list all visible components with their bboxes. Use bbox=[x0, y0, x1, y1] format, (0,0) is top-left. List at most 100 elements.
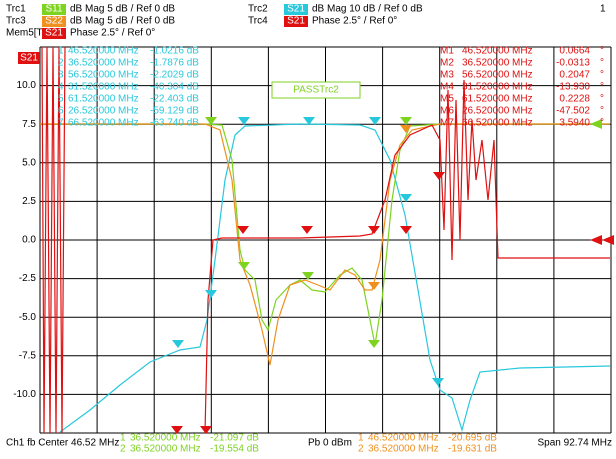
marker-readout: 5 bbox=[58, 94, 64, 105]
marker-readout: 56.520000 MHz bbox=[68, 70, 139, 81]
param-box bbox=[284, 4, 308, 15]
marker-readout: 61.520000 MHz bbox=[462, 94, 533, 105]
footer-left: Ch1 fb Center 46.52 MHz bbox=[6, 438, 119, 449]
marker-readout: 66.520000 MHz bbox=[462, 118, 533, 129]
y-tick-label: 0.0 bbox=[22, 235, 36, 246]
marker-readout: 0.0664 bbox=[559, 46, 590, 57]
footer-readout: -20.695 dB bbox=[448, 433, 497, 444]
marker-readout: 6 bbox=[58, 106, 64, 117]
marker-readout: M4 bbox=[440, 82, 454, 93]
trace-name: Mem5[Trc4] bbox=[6, 28, 59, 39]
marker-readout: ° bbox=[600, 58, 604, 69]
footer-readout: -21.097 dB bbox=[210, 433, 259, 444]
footer-readout: -19.554 dB bbox=[210, 444, 259, 455]
marker-readout: 3.5940 bbox=[559, 118, 590, 129]
marker-readout: M3 bbox=[440, 70, 454, 81]
param-box bbox=[284, 16, 308, 27]
trace-format: Phase 2.5° / Ref 0° bbox=[70, 28, 155, 39]
marker-readout: M7 bbox=[440, 118, 454, 129]
marker-readout: -47.502 bbox=[556, 106, 590, 117]
marker-readout: M5 bbox=[440, 94, 454, 105]
marker-readout: 2 bbox=[58, 58, 64, 69]
marker-readout: M2 bbox=[440, 58, 454, 69]
marker-readout: -63.740 dB bbox=[150, 118, 199, 129]
marker-readout: ° bbox=[600, 106, 604, 117]
trace-name: Trc4 bbox=[248, 16, 268, 27]
y-tick-label: -7.5 bbox=[19, 350, 37, 361]
param: S21 bbox=[45, 28, 63, 39]
marker-readout: 46.520000 MHz bbox=[462, 46, 533, 57]
marker-readout: M1 bbox=[440, 46, 454, 57]
channel-number: 1 bbox=[600, 4, 606, 15]
traces bbox=[40, 46, 611, 434]
marker-readout: M6 bbox=[440, 106, 454, 117]
footer-readout: 1 bbox=[358, 433, 364, 444]
marker-readout: 36.520000 MHz bbox=[462, 58, 533, 69]
marker-readout: ° bbox=[600, 118, 604, 129]
marker-readout: 26.520000 MHz bbox=[68, 106, 139, 117]
footer-readout: 36.520000 MHz bbox=[130, 433, 201, 444]
y-tick-label: -10.0 bbox=[13, 389, 36, 400]
marker-readout: ° bbox=[600, 46, 604, 57]
y-tick-label: 10.0 bbox=[17, 80, 37, 91]
trace-name: Trc1 bbox=[6, 4, 26, 15]
marker-readout: 4 bbox=[58, 82, 64, 93]
marker-readout: ° bbox=[600, 82, 604, 93]
marker-readout: 61.520000 MHz bbox=[68, 94, 139, 105]
footer-right: Span 92.74 MHz bbox=[538, 438, 613, 449]
marker-readout: -1.0216 dB bbox=[150, 46, 199, 57]
marker-readout: -13.930 bbox=[556, 82, 590, 93]
marker-readout: 0.2047 bbox=[559, 70, 590, 81]
param: S11 bbox=[45, 4, 62, 15]
marker-readout: ° bbox=[600, 94, 604, 105]
trace-name: Trc2 bbox=[248, 4, 268, 15]
y-tick-label: -2.5 bbox=[19, 273, 37, 284]
y-tick-label: 2.5 bbox=[22, 196, 36, 207]
marker-readout: 7 bbox=[58, 118, 64, 129]
trace-format: dB Mag 10 dB / Ref 0 dB bbox=[312, 4, 423, 15]
marker-readout: 31.520000 MHz bbox=[68, 82, 139, 93]
y-tick-label: -5.0 bbox=[19, 312, 37, 323]
param-box bbox=[42, 16, 66, 27]
marker-readout: ° bbox=[600, 70, 604, 81]
marker-readout: -22.403 dB bbox=[150, 94, 199, 105]
footer-readout: 2 bbox=[358, 444, 364, 455]
marker-readout: 66.520000 MHz bbox=[68, 118, 139, 129]
marker-readout: -2.2029 dB bbox=[150, 70, 199, 81]
footer-readout: 36.520000 MHz bbox=[368, 444, 439, 455]
marker-readout: 46.520000 MHz bbox=[68, 46, 139, 57]
marker-readout: -59.129 dB bbox=[150, 106, 199, 117]
y-tick-label: 5.0 bbox=[22, 157, 36, 168]
param-box bbox=[42, 4, 66, 15]
s21-mag-trace bbox=[59, 123, 611, 433]
trace-name: Trc3 bbox=[6, 16, 26, 27]
footer-readout: 46.520000 MHz bbox=[368, 433, 439, 444]
footer-readout: 2 bbox=[120, 444, 126, 455]
limit-box bbox=[271, 81, 361, 99]
param: S22 bbox=[45, 16, 63, 27]
marker-readout: 36.520000 MHz bbox=[68, 58, 139, 69]
param: S21 bbox=[287, 4, 305, 15]
y-tick-label: 7.5 bbox=[22, 119, 36, 130]
trace-format: Phase 2.5° / Ref 0° bbox=[312, 16, 397, 27]
marker-readout: 1 bbox=[58, 46, 64, 57]
footer-readout: -19.631 dB bbox=[448, 444, 497, 455]
marker-readout: -0.0313 bbox=[556, 58, 590, 69]
marker-readout: 26.520000 MHz bbox=[462, 106, 533, 117]
marker-flags bbox=[171, 117, 614, 434]
s22-trace bbox=[40, 123, 610, 366]
s21-phase-trace bbox=[41, 46, 610, 434]
footer-readout: 1 bbox=[120, 433, 126, 444]
trace-format: dB Mag 5 dB / Ref 0 dB bbox=[70, 16, 175, 27]
marker-readout: 3 bbox=[58, 70, 64, 81]
s11-trace bbox=[40, 123, 610, 346]
marker-readout: -40.304 dB bbox=[150, 82, 199, 93]
footer-readout: 36.520000 MHz bbox=[130, 444, 201, 455]
param: S21 bbox=[287, 16, 305, 27]
param-box bbox=[42, 28, 66, 39]
footer-power: Pb 0 dBm bbox=[308, 438, 352, 449]
marker-readout: 31.520000 MHz bbox=[462, 82, 533, 93]
trace-tag-box bbox=[18, 52, 40, 64]
trace-tag: S21 bbox=[20, 53, 38, 64]
